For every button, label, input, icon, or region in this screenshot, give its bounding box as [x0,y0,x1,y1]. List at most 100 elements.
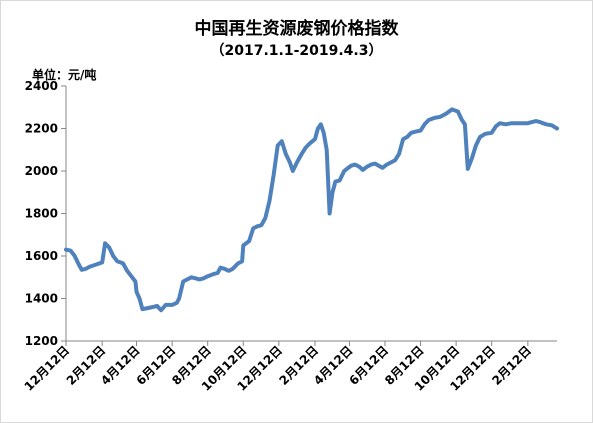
data-point [410,132,412,134]
data-point [220,267,221,269]
data-point [264,217,266,219]
data-point [314,138,316,140]
data-point [366,166,368,168]
x-tick-label: 2月12日 [489,343,534,388]
data-point [347,167,349,169]
data-point [269,200,270,202]
data-point [70,250,72,252]
data-point [139,298,140,299]
data-point [406,136,408,138]
data-point [89,266,91,268]
data-point [323,132,325,134]
y-tick-label: 2400 [25,79,58,93]
data-point [256,225,258,227]
data-point [332,191,333,193]
data-point [402,138,404,140]
x-axis-ticks: 12月12日2月12日4月12日6月12日8月12日10月12日12月12日2月… [22,341,534,394]
unit-label: 单位：元/吨 [32,68,97,82]
data-point [531,121,533,123]
data-point [95,264,97,265]
data-point [108,247,110,248]
y-tick-label: 2200 [25,122,58,136]
data-point [451,108,453,110]
data-point [378,165,380,167]
data-point [527,122,529,124]
data-point [165,304,167,306]
data-point [252,227,254,229]
data-point [171,304,173,306]
data-point [535,120,537,122]
data-point [101,261,103,263]
y-tick-label: 1200 [25,334,58,348]
data-point [292,170,294,172]
series-line [64,107,559,313]
data-point [457,111,459,112]
data-point [495,125,497,127]
data-point [116,260,118,262]
series-group [64,107,559,313]
data-point [156,305,158,307]
data-point [248,240,250,242]
data-point [126,270,128,272]
data-point [317,128,319,129]
data-point [475,145,477,146]
data-point [439,116,441,118]
y-tick-label: 1600 [25,249,58,263]
data-point [339,180,340,182]
data-point [326,149,328,151]
data-point [358,166,360,168]
x-tick-label: 12月12日 [22,343,72,393]
data-point [152,306,154,308]
data-point [394,159,396,161]
data-point [242,244,244,246]
data-point [241,260,243,262]
data-point [424,123,426,125]
data-point [65,249,67,251]
data-point [190,276,192,278]
data-point [305,147,307,149]
data-point [203,277,205,279]
chart-title: 中国再生资源废钢价格指数 [194,19,399,39]
data-point [182,281,184,282]
data-point [78,264,80,265]
data-point [228,270,230,272]
data-point [479,136,481,138]
data-point [134,281,136,282]
data-point [273,174,275,176]
data-point [539,121,541,123]
data-point [195,277,196,279]
data-point [467,168,469,170]
data-point [112,255,114,257]
data-point [329,213,331,214]
data-point [362,169,364,171]
data-point [178,298,180,299]
data-point [217,272,219,274]
data-point [398,153,400,155]
data-point [434,117,435,119]
data-point [414,131,416,133]
data-point [85,268,87,270]
data-point [130,275,132,277]
data-point [199,278,200,280]
data-point [491,132,493,134]
data-point [285,153,287,155]
data-point [354,164,356,166]
data-point [160,309,162,311]
data-point [516,122,518,124]
data-point [186,278,188,280]
data-point [309,142,311,144]
data-point [301,153,303,155]
data-point [445,113,447,115]
data-point [136,291,138,293]
data-point [277,145,279,146]
data-point [350,165,352,167]
data-point [556,128,558,129]
data-point [260,224,262,226]
data-point [464,123,466,125]
data-point [370,164,372,166]
data-point [334,181,336,183]
data-point [122,262,124,264]
data-point [176,302,178,304]
data-point [207,275,209,277]
